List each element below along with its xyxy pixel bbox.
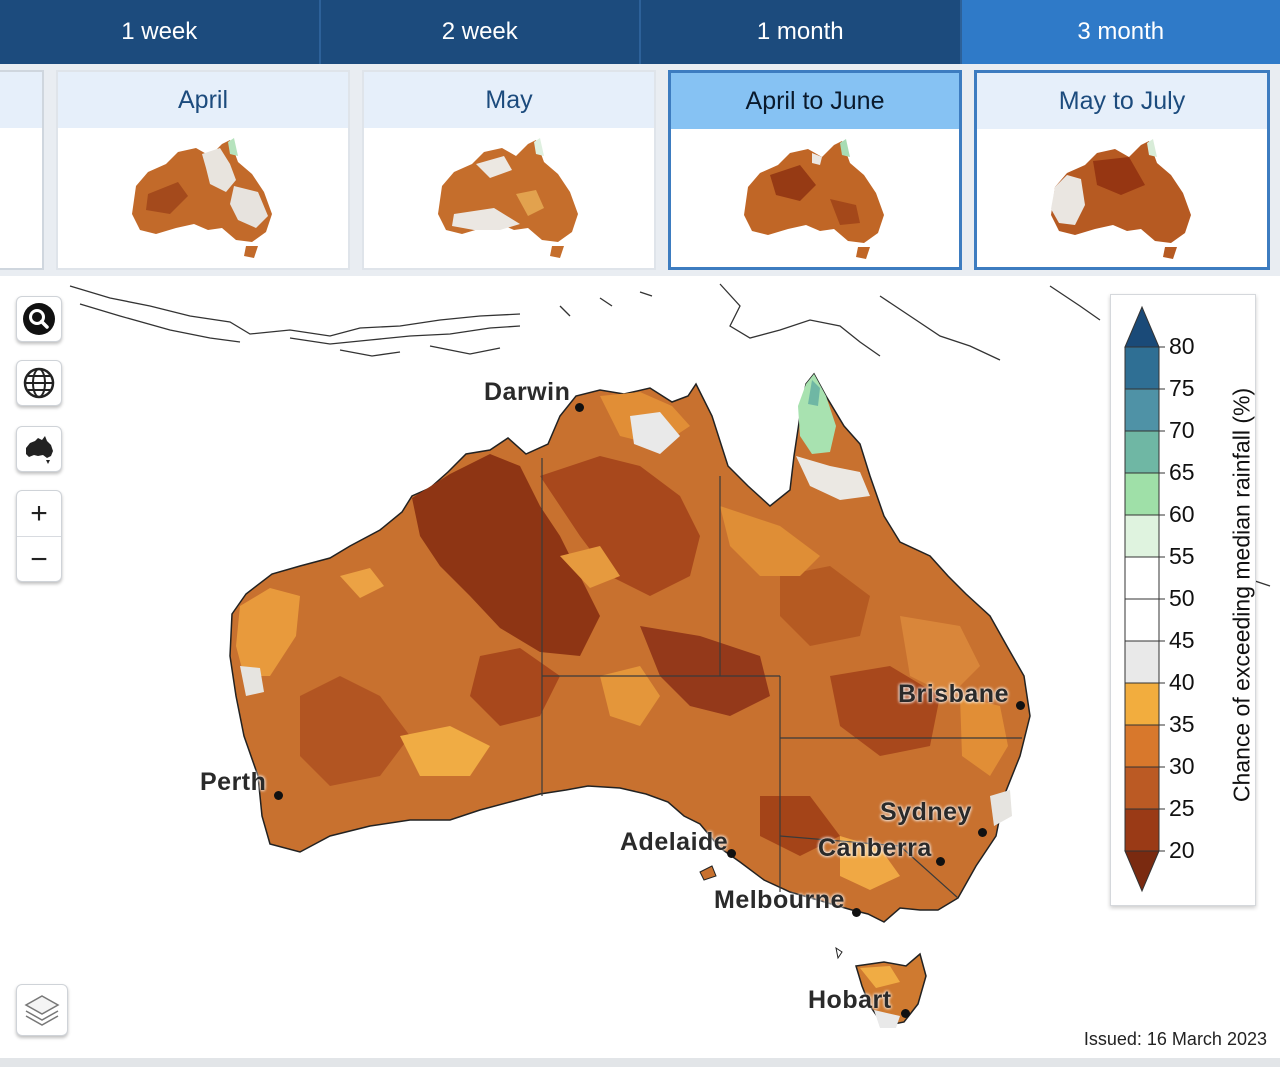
legend-band-30-35 (1124, 724, 1160, 768)
legend-tick-50: 50 (1169, 585, 1195, 611)
thumbnail-april-to-june-map (744, 139, 884, 259)
search-icon (23, 303, 55, 335)
thumbnail-april[interactable]: April (56, 70, 350, 270)
legend-tick-80: 80 (1169, 333, 1195, 359)
legend-band-above-80 (1124, 305, 1160, 348)
legend-tick-60: 60 (1169, 501, 1195, 527)
city-label-canberra: Canberra (818, 834, 932, 862)
thumbnail-may-map (438, 138, 578, 258)
legend-title: Chance of exceeding median rainfall (%) (1228, 387, 1255, 803)
city-label-brisbane: Brisbane (898, 680, 1009, 708)
legend-tick-65: 65 (1169, 459, 1195, 485)
rainfall-legend: Chance of exceeding median rainfall (%) … (1110, 294, 1256, 906)
zoom-controls: + − (16, 490, 62, 582)
outlook-map[interactable]: + − Darwin Perth Brisbane Adelaide Sydne… (0, 276, 1280, 1058)
legend-band-25-30 (1124, 766, 1160, 810)
tab-1-month[interactable]: 1 month (641, 0, 962, 64)
thumbnail-may-label: May (364, 72, 654, 128)
legend-band-45-50 (1124, 598, 1160, 642)
zoom-out-button[interactable]: − (17, 536, 61, 582)
thumbnail-may-to-july-map (1051, 139, 1191, 259)
zoom-in-button[interactable]: + (30, 496, 48, 530)
city-label-darwin: Darwin (484, 378, 571, 406)
legend-band-35-40 (1124, 682, 1160, 726)
legend-color-bar (1124, 305, 1165, 893)
thumbnail-april-map (132, 138, 272, 258)
legend-tick-70: 70 (1169, 417, 1195, 443)
thumbnail-april-label: April (58, 72, 348, 128)
australia-extent-button[interactable] (16, 426, 62, 472)
thumbnail-may-to-july-label: May to July (977, 73, 1267, 129)
tab-3-month[interactable]: 3 month (961, 0, 1280, 64)
tab-1-week[interactable]: 1 week (0, 0, 321, 64)
layers-button[interactable] (16, 984, 68, 1036)
city-marker-melbourne (852, 908, 861, 917)
city-marker-darwin (575, 403, 584, 412)
city-marker-hobart (901, 1009, 910, 1018)
australia-icon (26, 436, 53, 464)
city-label-sydney: Sydney (880, 798, 972, 826)
city-marker-sydney (978, 828, 987, 837)
city-label-hobart: Hobart (808, 986, 892, 1014)
legend-band-20-25 (1124, 808, 1160, 852)
legend-tick-35: 35 (1169, 711, 1195, 737)
legend-tick-30: 30 (1169, 753, 1195, 779)
thumbnail-april-to-june-label: April to June (671, 73, 959, 129)
bottom-scrollbar[interactable] (0, 1058, 1280, 1067)
legend-tick-20: 20 (1169, 837, 1195, 863)
legend-tick-40: 40 (1169, 669, 1195, 695)
legend-band-40-45 (1124, 640, 1160, 684)
legend-band-75-80 (1124, 346, 1160, 390)
layers-icon (24, 995, 60, 1026)
tab-2-week[interactable]: 2 week (320, 0, 641, 64)
city-marker-canberra (936, 857, 945, 866)
legend-band-50-55 (1124, 556, 1160, 600)
forecast-period-tabs: 1 week 2 week 1 month 3 month (0, 0, 1280, 64)
thumbnail-may[interactable]: May (362, 70, 656, 270)
globe-icon (23, 367, 55, 399)
issued-date: Issued: 16 March 2023 (1083, 1029, 1267, 1049)
legend-band-65-70 (1124, 430, 1160, 474)
city-marker-adelaide (727, 849, 736, 858)
legend-tick-55: 55 (1169, 543, 1195, 569)
city-marker-perth (274, 791, 283, 800)
thumbnail-previous-partial[interactable] (0, 70, 44, 270)
australia-rainfall-map (69, 283, 1271, 1028)
legend-tick-25: 25 (1169, 795, 1195, 821)
city-marker-brisbane (1016, 701, 1025, 710)
period-thumbnail-strip: April May April to June (0, 64, 1280, 276)
legend-band-70-75 (1124, 388, 1160, 432)
legend-tick-45: 45 (1169, 627, 1195, 653)
legend-band-below-20 (1124, 850, 1160, 893)
thumbnail-may-to-july[interactable]: May to July (974, 70, 1270, 270)
city-label-adelaide: Adelaide (620, 828, 729, 856)
search-button[interactable] (16, 296, 62, 342)
legend-band-60-65 (1124, 472, 1160, 516)
legend-tick-75: 75 (1169, 375, 1195, 401)
legend-band-55-60 (1124, 514, 1160, 558)
city-label-melbourne: Melbourne (714, 886, 845, 914)
city-label-perth: Perth (200, 768, 267, 796)
thumbnail-april-to-june[interactable]: April to June (668, 70, 962, 270)
globe-button[interactable] (16, 360, 62, 406)
